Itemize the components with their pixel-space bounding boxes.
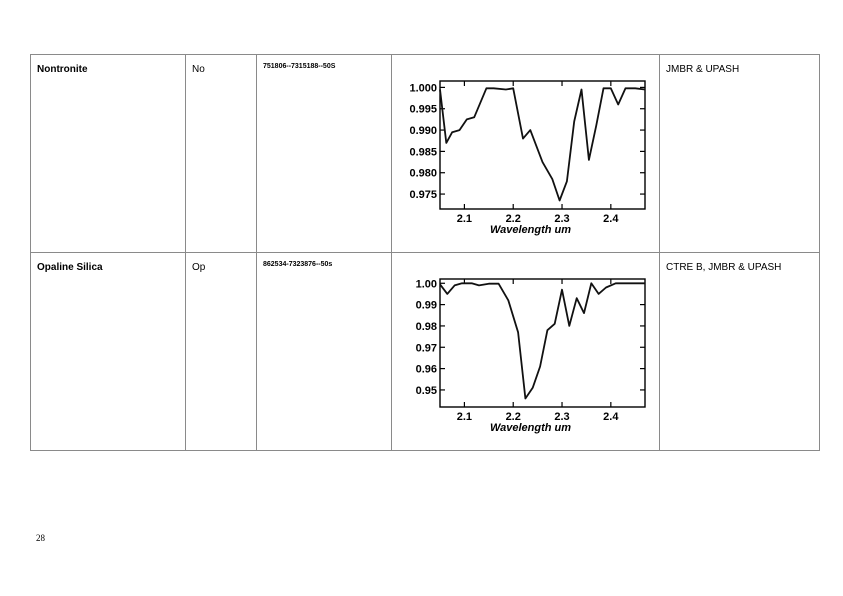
- mineral-abbrev: No: [192, 64, 205, 75]
- spectrum-cell: 1.00 0.99 0.98 0.97 0.96 0.95 2.1 2.2 2.3 2.4 Wave…: [391, 252, 660, 451]
- code-cell: 862534-7323876--50s: [256, 252, 392, 451]
- mineral-cell: Nontronite: [30, 54, 186, 253]
- y-tick-label: 0.98: [416, 321, 437, 333]
- table-row: Nontronite No 751806--7315188--50S 1.000…: [30, 54, 820, 253]
- plot-frame: [439, 278, 646, 408]
- source-cell: JMBR & UPASH: [659, 54, 820, 253]
- x-tick-label: 2.4: [603, 411, 619, 423]
- x-tick-label: 2.2: [506, 213, 521, 225]
- x-tick-label: 2.1: [457, 213, 472, 225]
- y-tick-label: 0.985: [409, 146, 437, 158]
- source-text: JMBR & UPASH: [666, 64, 740, 75]
- x-tick-label: 2.3: [554, 213, 569, 225]
- mineral-name: Nontronite: [37, 64, 88, 75]
- sample-code: 751806--7315188--50S: [263, 63, 336, 70]
- spectrum-cell: 1.000 0.995 0.990 0.985 0.980 0.975 2.1 2.2 2.3 2…: [391, 54, 660, 253]
- y-tick-label: 0.96: [416, 364, 437, 376]
- code-cell: 751806--7315188--50S: [256, 54, 392, 253]
- spectra-table: Nontronite No 751806--7315188--50S 1.000…: [30, 54, 820, 451]
- y-tick-label: 0.95: [416, 385, 437, 397]
- table-row: Opaline Silica Op 862534-7323876--50s 1.…: [30, 252, 820, 451]
- spectrum-line: [439, 87, 646, 202]
- y-tick-label: 0.980: [409, 168, 437, 180]
- y-tick-label: 1.000: [409, 82, 437, 94]
- sample-code: 862534-7323876--50s: [263, 261, 333, 268]
- abbrev-cell: Op: [185, 252, 257, 451]
- y-tick-label: 1.00: [416, 278, 437, 290]
- abbrev-cell: No: [185, 54, 257, 253]
- source-text: CTRE B, JMBR & UPASH: [666, 262, 782, 273]
- spectrum-line: [439, 282, 645, 400]
- plot-frame: [439, 80, 646, 210]
- x-tick-label: 2.3: [554, 411, 569, 423]
- x-axis-label: Wavelength um: [490, 224, 571, 236]
- x-tick-label: 2.1: [457, 411, 472, 423]
- x-tick-label: 2.2: [506, 411, 521, 423]
- mineral-cell: Opaline Silica: [30, 252, 186, 451]
- y-tick-label: 0.97: [416, 342, 437, 354]
- mineral-name: Opaline Silica: [37, 262, 103, 273]
- spectrum-chart-opaline-silica: 1.00 0.99 0.98 0.97 0.96 0.95 2.1 2.2 2.3 2.4 Wave…: [416, 278, 646, 434]
- x-tick-label: 2.4: [603, 213, 619, 225]
- page-number: 28: [36, 533, 45, 543]
- mineral-abbrev: Op: [192, 262, 206, 273]
- spectrum-chart-nontronite: 1.000 0.995 0.990 0.985 0.980 0.975 2.1 2.2 2.3 2…: [409, 80, 646, 236]
- y-tick-label: 0.975: [409, 189, 437, 201]
- x-axis-label: Wavelength um: [490, 422, 571, 434]
- y-tick-label: 0.99: [416, 300, 437, 312]
- y-tick-label: 0.995: [409, 104, 437, 116]
- source-cell: CTRE B, JMBR & UPASH: [659, 252, 820, 451]
- y-tick-label: 0.990: [409, 125, 437, 137]
